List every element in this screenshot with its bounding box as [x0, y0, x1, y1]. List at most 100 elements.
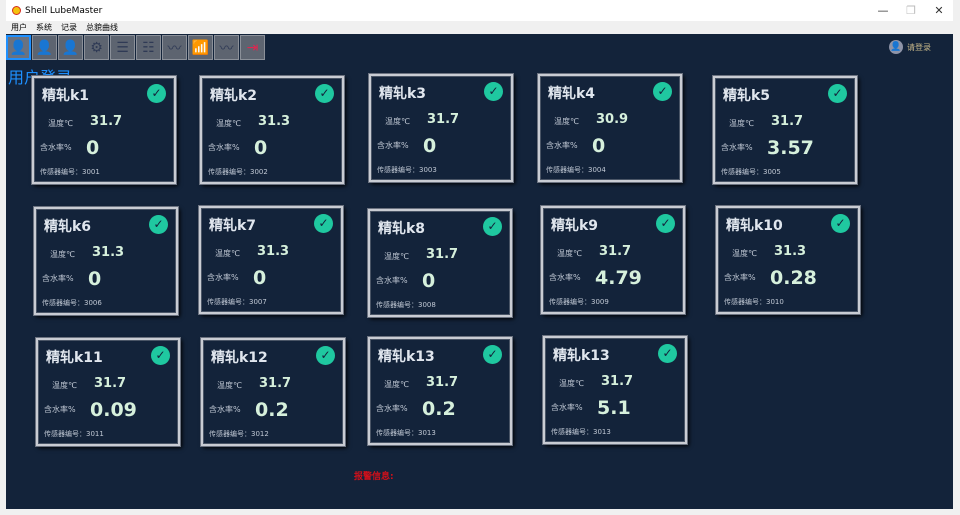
- sensor-id: 传感器编号：3013: [551, 427, 611, 437]
- sensor-label: 传感器编号：: [724, 298, 766, 306]
- sensor-card[interactable]: 精轧k11 ✓ 温度℃ 31.7 含水率% 0.09 传感器编号：3011: [36, 338, 180, 446]
- moisture-value: 0: [86, 137, 100, 159]
- shell-logo-icon: [12, 6, 21, 15]
- toolbar: 👤 👤 👤 ⚙ ☰ ☷ 〰 📶 〰 ⇥: [6, 35, 265, 60]
- card-name: 精轧k13: [553, 348, 610, 364]
- minimize-button[interactable]: —: [877, 4, 889, 17]
- temp-value: 31.7: [427, 112, 460, 127]
- moisture-value: 0.2: [255, 399, 289, 421]
- server-button[interactable]: ☷: [136, 35, 161, 60]
- sensor-card[interactable]: 精轧k3 ✓ 温度℃ 31.7 含水率% 0 传感器编号：3003: [369, 74, 513, 182]
- temp-value: 31.7: [90, 114, 123, 129]
- temp-label: 温度℃: [50, 250, 75, 259]
- card-name: 精轧k7: [209, 218, 257, 234]
- moisture-value: 0.28: [770, 267, 817, 289]
- temp-value: 31.3: [258, 114, 291, 129]
- sensor-card[interactable]: 精轧k13 ✓ 温度℃ 31.7 含水率% 0.2 传感器编号：3013: [368, 337, 512, 445]
- sensor-card[interactable]: 精轧k4 ✓ 温度℃ 30.9 含水率% 0 传感器编号：3004: [538, 74, 682, 182]
- sensor-id: 传感器编号：3004: [546, 165, 606, 175]
- sensor-card[interactable]: 精轧k7 ✓ 温度℃ 31.3 含水率% 0 传感器编号：3007: [199, 206, 343, 314]
- temp-value: 31.3: [774, 244, 807, 259]
- sensor-card[interactable]: 精轧k9 ✓ 温度℃ 31.7 含水率% 4.79 传感器编号：3009: [541, 206, 685, 314]
- main-panel: 👤👤👤⚙☰☷〰📶〰⇥ 用户登录 👤 请登录 精轧k1 ✓ 温度℃ 31.7 含水…: [6, 34, 953, 509]
- exit-icon: ⇥: [246, 39, 259, 56]
- temp-label: 温度℃: [384, 380, 409, 389]
- check-circle-icon: ✓: [315, 84, 334, 103]
- bar-chart-button[interactable]: 📶: [188, 35, 213, 60]
- login-button[interactable]: 👤 请登录: [889, 40, 931, 54]
- sensor-card[interactable]: 精轧k8 ✓ 温度℃ 31.7 含水率% 0 传感器编号：3008: [368, 209, 512, 317]
- user-edit-button[interactable]: 👤: [58, 35, 83, 60]
- user-delete-button[interactable]: 👤: [32, 35, 57, 60]
- menu-overview-curve[interactable]: 总貌曲线: [86, 23, 118, 32]
- menu-user[interactable]: 用户: [11, 23, 27, 32]
- moisture-value: 4.79: [595, 267, 642, 289]
- card-name: 精轧k1: [42, 88, 90, 104]
- temp-label: 温度℃: [559, 379, 584, 388]
- card-name: 精轧k6: [44, 219, 92, 235]
- sensor-card[interactable]: 精轧k5 ✓ 温度℃ 31.7 含水率% 3.57 传感器编号：3005: [713, 76, 857, 184]
- sensor-id: 传感器编号：3011: [44, 429, 104, 439]
- card-name: 精轧k13: [378, 349, 435, 365]
- sensor-number: 3012: [251, 430, 269, 438]
- card-name: 精轧k12: [211, 350, 268, 366]
- check-circle-icon: ✓: [314, 214, 333, 233]
- card-name: 精轧k9: [551, 218, 599, 234]
- card-name: 精轧k8: [378, 221, 426, 237]
- temp-label: 温度℃: [385, 117, 410, 126]
- sensor-card[interactable]: 精轧k6 ✓ 温度℃ 31.3 含水率% 0 传感器编号：3006: [34, 207, 178, 315]
- sensor-card[interactable]: 精轧k2 ✓ 温度℃ 31.3 含水率% 0 传感器编号：3002: [200, 76, 344, 184]
- sensor-label: 传感器编号：: [40, 168, 82, 176]
- moisture-label: 含水率%: [551, 403, 583, 412]
- sensor-label: 传感器编号：: [377, 166, 419, 174]
- moisture-value: 0: [422, 270, 436, 292]
- sensor-id: 传感器编号：3006: [42, 298, 102, 308]
- moisture-label: 含水率%: [208, 143, 240, 152]
- moisture-label: 含水率%: [376, 404, 408, 413]
- sensor-label: 传感器编号：: [721, 168, 763, 176]
- sensor-number: 3013: [593, 428, 611, 436]
- temp-value: 31.7: [426, 247, 459, 262]
- sensor-label: 传感器编号：: [551, 428, 593, 436]
- sensor-label: 传感器编号：: [42, 299, 84, 307]
- temp-label: 温度℃: [52, 381, 77, 390]
- moisture-label: 含水率%: [44, 405, 76, 414]
- moisture-label: 含水率%: [42, 274, 74, 283]
- exit-button[interactable]: ⇥: [240, 35, 265, 60]
- user-icon: 👤: [9, 39, 28, 56]
- user-button[interactable]: 👤: [6, 35, 31, 60]
- card-name: 精轧k5: [723, 88, 771, 104]
- maximize-button[interactable]: ❐: [906, 4, 916, 17]
- sensor-label: 传感器编号：: [376, 301, 418, 309]
- menu-records[interactable]: 记录: [61, 23, 77, 32]
- temp-value: 31.7: [771, 114, 804, 129]
- card-name: 精轧k10: [726, 218, 783, 234]
- menu-system[interactable]: 系统: [36, 23, 52, 32]
- curve-chart-button[interactable]: 〰: [214, 35, 239, 60]
- moisture-value: 0.2: [422, 398, 456, 420]
- sensor-id: 传感器编号：3002: [208, 167, 268, 177]
- sensor-card[interactable]: 精轧k1 ✓ 温度℃ 31.7 含水率% 0 传感器编号：3001: [32, 76, 176, 184]
- temp-label: 温度℃: [729, 119, 754, 128]
- close-button[interactable]: ✕: [934, 4, 944, 17]
- temp-label: 温度℃: [557, 249, 582, 258]
- moisture-label: 含水率%: [40, 143, 72, 152]
- sensor-card[interactable]: 精轧k13 ✓ 温度℃ 31.7 含水率% 5.1 传感器编号：3013: [543, 336, 687, 444]
- list-button[interactable]: ☰: [110, 35, 135, 60]
- sensor-card[interactable]: 精轧k10 ✓ 温度℃ 31.3 含水率% 0.28 传感器编号：3010: [716, 206, 860, 314]
- sensor-number: 3004: [588, 166, 606, 174]
- temp-label: 温度℃: [48, 119, 73, 128]
- sensor-label: 传感器编号：: [549, 298, 591, 306]
- curve-button[interactable]: 〰: [162, 35, 187, 60]
- temp-value: 31.7: [426, 375, 459, 390]
- check-circle-icon: ✓: [831, 214, 850, 233]
- temp-label: 温度℃: [216, 119, 241, 128]
- gear-button[interactable]: ⚙: [84, 35, 109, 60]
- moisture-label: 含水率%: [376, 276, 408, 285]
- check-circle-icon: ✓: [656, 214, 675, 233]
- sensor-card[interactable]: 精轧k12 ✓ 温度℃ 31.7 含水率% 0.2 传感器编号：3012: [201, 338, 345, 446]
- moisture-value: 0: [423, 135, 437, 157]
- sensor-label: 传感器编号：: [207, 298, 249, 306]
- temp-value: 30.9: [596, 112, 629, 127]
- sensor-id: 传感器编号：3005: [721, 167, 781, 177]
